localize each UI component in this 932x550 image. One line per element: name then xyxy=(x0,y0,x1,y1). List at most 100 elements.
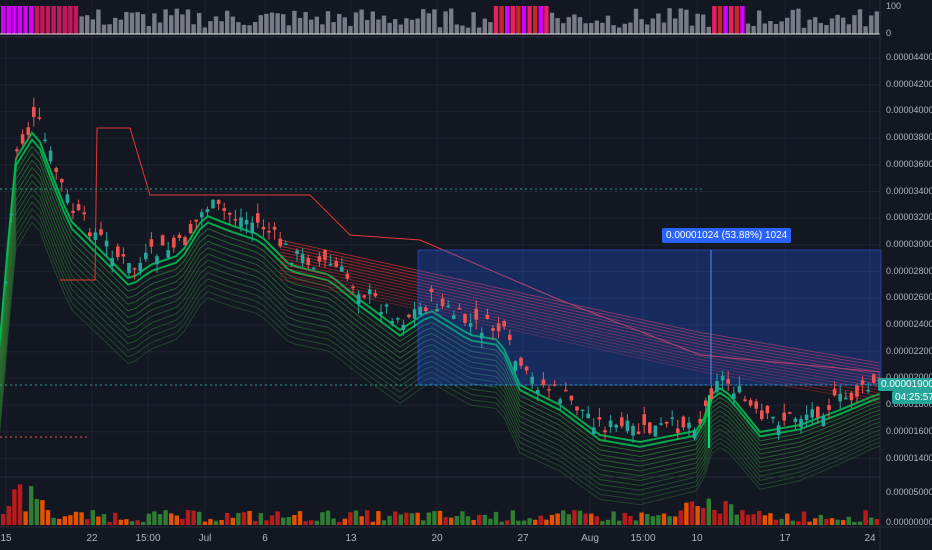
candle-body xyxy=(519,357,523,366)
volume-bar xyxy=(460,511,465,525)
volume-bar xyxy=(449,517,454,525)
indicator-bar xyxy=(572,14,577,35)
candle-body xyxy=(692,429,697,439)
volume-bar xyxy=(174,515,179,525)
volume-bar xyxy=(790,520,795,525)
price-axis-label: 0.00003600 xyxy=(886,158,932,169)
indicator-bar xyxy=(359,9,364,34)
indicator-bar xyxy=(241,24,247,34)
volume-bar xyxy=(314,520,319,525)
indicator-bar xyxy=(661,22,667,34)
indicator-bar xyxy=(841,17,846,34)
volume-bar xyxy=(146,513,151,525)
candle-body xyxy=(435,308,439,312)
volume-bar xyxy=(544,519,549,525)
indicator-bar xyxy=(829,18,835,34)
volume-bar xyxy=(471,519,476,525)
ribbon-lines xyxy=(0,127,881,506)
volume-bar xyxy=(701,507,706,525)
indicator-bar xyxy=(443,11,448,34)
volume-bar xyxy=(617,520,622,525)
candle-body xyxy=(446,305,450,308)
indicator-bar xyxy=(191,24,196,34)
candle-body xyxy=(155,256,159,265)
indicator-bar xyxy=(762,23,767,34)
volume-bar xyxy=(62,516,67,525)
candle-body xyxy=(239,217,243,228)
candle-body xyxy=(816,406,820,418)
volume-bar xyxy=(79,512,84,525)
volume-bar xyxy=(157,513,163,525)
candle-body xyxy=(681,416,686,428)
indicator-bar xyxy=(505,6,510,34)
indicator-bar xyxy=(673,18,678,34)
volume-bar xyxy=(762,515,767,525)
candle-body xyxy=(396,318,400,320)
volume-bar xyxy=(135,520,140,525)
indicator-bar xyxy=(236,22,241,34)
volume-bar xyxy=(129,521,135,525)
volume-bar xyxy=(510,510,515,525)
candle-body xyxy=(88,232,92,237)
candle-body xyxy=(312,267,316,270)
measure-box[interactable] xyxy=(417,249,882,386)
volume-bar xyxy=(269,515,275,525)
indicator-bar xyxy=(695,13,700,35)
candle-body xyxy=(457,307,462,310)
candle-body xyxy=(429,288,434,293)
indicator-bar xyxy=(471,12,476,35)
volume-bar xyxy=(68,515,73,525)
indicator-bar xyxy=(213,16,219,34)
volume-bar xyxy=(785,513,790,525)
candle-body xyxy=(592,427,596,434)
volume-bar xyxy=(661,513,667,525)
volume-bar xyxy=(516,520,521,525)
indicator-bar xyxy=(197,12,202,35)
candle-body xyxy=(244,219,249,225)
indicator-bar xyxy=(717,6,723,34)
volume-bar xyxy=(572,510,577,525)
indicator-bar xyxy=(269,12,275,35)
indicator-bar xyxy=(320,24,325,34)
volume-bar xyxy=(538,515,543,525)
candle-body xyxy=(536,390,540,394)
candle-body xyxy=(676,428,680,433)
indicator-bar xyxy=(751,25,756,34)
volume-bar xyxy=(264,520,269,525)
price-axis-label: 0.00004400 xyxy=(886,52,932,62)
price-axis-label: 0.00002800 xyxy=(886,265,932,276)
indicator-bar xyxy=(157,22,163,34)
candle-body xyxy=(664,422,669,424)
volume-bar xyxy=(505,520,510,525)
candle-body xyxy=(485,314,490,319)
candle-body xyxy=(300,254,305,264)
volume-bar xyxy=(219,519,224,525)
indicator-bar xyxy=(779,21,784,34)
volume-bar xyxy=(443,517,448,525)
candle-body xyxy=(743,399,747,401)
volume-bar xyxy=(202,521,207,525)
candle-body xyxy=(407,314,411,318)
volume-bar xyxy=(673,516,678,525)
volume-bar xyxy=(303,521,308,525)
time-axis-label: 10 xyxy=(691,533,703,544)
candle-body xyxy=(205,209,210,213)
volume-bar xyxy=(286,516,291,525)
indicator-axis-label: 100 xyxy=(886,1,902,11)
indicator-bar xyxy=(689,25,695,34)
candle-body xyxy=(659,423,663,425)
candle-body xyxy=(127,263,131,274)
indicator-bar xyxy=(421,9,426,34)
candle-body xyxy=(586,413,590,418)
indicator-bar xyxy=(706,26,711,34)
indicator-bar xyxy=(723,6,728,34)
volume-bar xyxy=(247,510,252,525)
volume-bar xyxy=(874,519,879,525)
indicator-bar xyxy=(785,17,790,34)
candle-body xyxy=(575,406,579,411)
indicator-bar xyxy=(1,6,6,34)
indicator-bar xyxy=(538,6,543,34)
indicator-bar xyxy=(566,17,571,34)
